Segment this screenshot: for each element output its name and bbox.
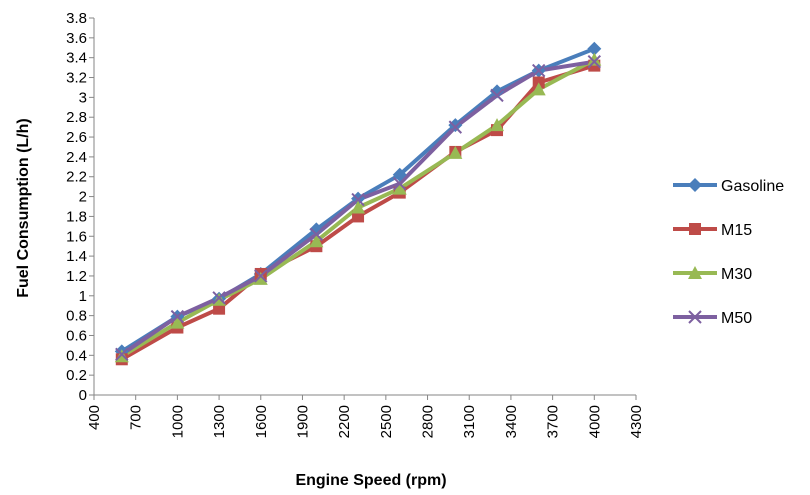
series-markers: [114, 41, 602, 366]
legend-label-m15: M15: [721, 222, 752, 239]
x-marker-stroke: [212, 291, 226, 305]
y-tick-label: 0.8: [66, 308, 87, 325]
data-point-m50: [490, 88, 504, 103]
x-tick-label: 3100: [461, 405, 478, 438]
data-point-m50: [254, 269, 268, 283]
data-point-m30: [392, 181, 407, 195]
x-marker-stroke: [351, 192, 365, 207]
y-tick-label: 1.4: [66, 248, 87, 265]
legend-marker-m50: [688, 310, 702, 324]
x-tick-label: 2500: [378, 405, 395, 438]
x-tick-label: 4000: [586, 405, 603, 438]
data-point-m30: [531, 82, 546, 96]
x-tick-label: 2200: [336, 405, 353, 438]
data-point-gasoline: [448, 118, 463, 133]
data-point-m50: [532, 63, 546, 78]
data-point-m30: [490, 118, 505, 132]
y-tick-label: 0.2: [66, 367, 87, 384]
x-marker-stroke: [393, 176, 407, 191]
y-tick-label: 1.2: [66, 268, 87, 285]
data-point-m50: [448, 120, 463, 134]
y-tick-label: 3.6: [66, 30, 87, 47]
x-tick-label: 400: [86, 405, 103, 430]
legend-label-m30: M30: [721, 266, 752, 283]
y-tick-label: 2: [79, 189, 87, 206]
x-tick-label: 2800: [420, 405, 437, 438]
x-marker-stroke: [448, 120, 463, 134]
x-tick-label: 1600: [253, 405, 270, 438]
x-tick-label: 3400: [503, 405, 520, 438]
y-tick-label: 2.8: [66, 109, 87, 126]
data-point-m30: [351, 200, 366, 214]
y-tick-label: 2.6: [66, 129, 87, 146]
data-point-gasoline: [309, 222, 324, 237]
legend-label-gasoline: Gasoline: [721, 178, 784, 195]
legend-marker-m30: [688, 266, 702, 279]
y-tick-label: 0: [79, 387, 87, 404]
data-point-m30: [448, 145, 463, 159]
y-tick-label: 3.4: [66, 50, 87, 67]
data-point-m30: [309, 234, 324, 248]
data-point-m30: [170, 315, 185, 329]
data-point-m50: [393, 176, 407, 191]
legend: Gasoline M15 M30 M50: [673, 178, 784, 327]
x-marker-stroke: [115, 347, 129, 362]
x-tick-label: 1000: [169, 405, 186, 438]
y-tick-label: 1: [79, 288, 87, 305]
legend-item-gasoline: Gasoline: [673, 178, 784, 195]
x-tick-label: 1300: [211, 405, 228, 438]
y-tick-label: 3.2: [66, 70, 87, 87]
legend-label-m50: M50: [721, 310, 752, 327]
x-tick-label: 1900: [294, 405, 311, 438]
y-tick-label: 0.6: [66, 327, 87, 344]
y-tick-label: 1.6: [66, 228, 87, 245]
x-marker-stroke: [688, 310, 702, 324]
data-point-m50: [115, 347, 129, 362]
data-point-m50: [309, 227, 324, 241]
y-axis-title: Fuel Consumption (L/h): [15, 118, 32, 298]
y-tick-label: 1.8: [66, 208, 87, 225]
y-tick-label: 3.8: [66, 10, 87, 27]
axes: 0 0.2 0.4 0.6 0.8 1 1.2 1.4 1.6 1.8 2 2.2 2.4 2.6 2.8 3…: [66, 10, 645, 438]
data-point-gasoline: [587, 41, 602, 56]
x-marker-stroke: [587, 54, 602, 69]
data-point-m50: [351, 192, 365, 207]
data-point-m30: [587, 52, 602, 66]
data-point-gasoline: [392, 167, 407, 182]
x-axis-title: Engine Speed (rpm): [295, 472, 446, 489]
x-marker-stroke: [490, 88, 504, 103]
x-tick-label: 3700: [545, 405, 562, 438]
x-tick-label: 4300: [628, 405, 645, 438]
x-marker-stroke: [170, 309, 185, 324]
legend-item-m30: M30: [673, 266, 752, 283]
y-tick-label: 3: [79, 89, 87, 106]
data-point-gasoline: [490, 84, 505, 99]
legend-item-m50: M50: [673, 310, 752, 327]
y-tick-label: 2.4: [66, 149, 87, 166]
data-point-m30: [253, 271, 268, 285]
x-tick-label: 700: [128, 405, 145, 430]
legend-item-m15: M15: [673, 222, 752, 239]
legend-marker-gasoline: [688, 178, 702, 192]
data-point-m50: [170, 309, 185, 324]
legend-marker-m15: [689, 223, 701, 235]
x-marker-stroke: [532, 63, 546, 78]
y-tick-label: 0.4: [66, 347, 87, 364]
data-point-m50: [587, 54, 602, 69]
data-point-m50: [212, 291, 226, 305]
x-marker-stroke: [309, 227, 324, 241]
y-tick-label: 2.2: [66, 169, 87, 186]
x-marker-stroke: [254, 269, 268, 283]
